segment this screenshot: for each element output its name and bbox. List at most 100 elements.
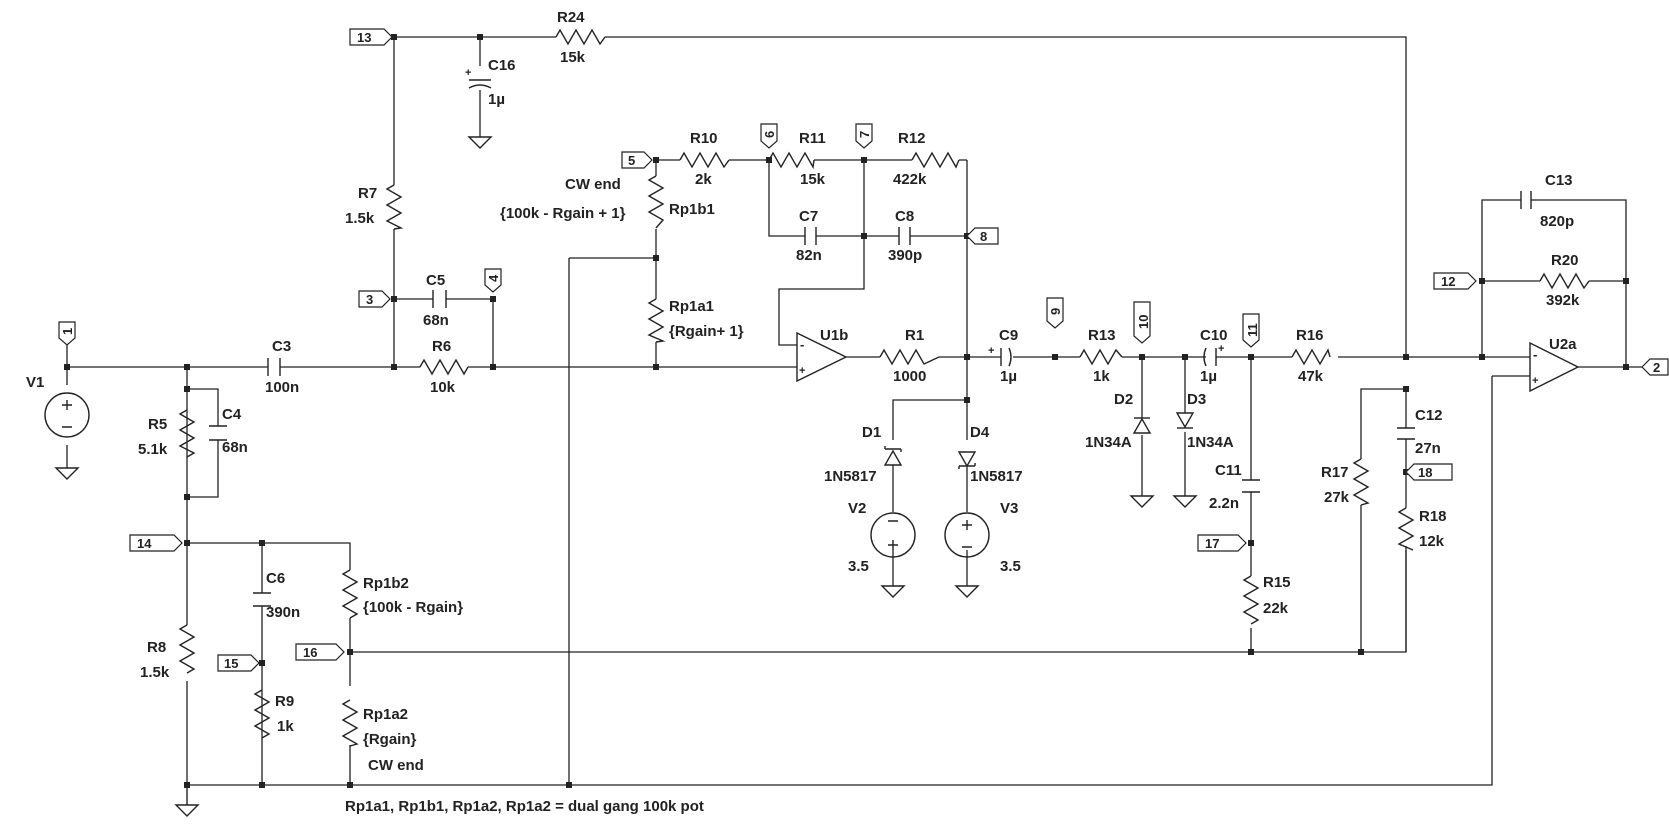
label-r5-name: R5 — [148, 416, 167, 433]
diodes — [883, 412, 1195, 469]
svg-text:18: 18 — [1418, 465, 1432, 480]
node-tag-7: 7 — [855, 123, 873, 149]
diode-d4 — [957, 451, 977, 469]
resistor-r11 — [768, 151, 815, 170]
label-r8-value: 1.5k — [140, 664, 170, 681]
resistor-r1 — [879, 348, 940, 366]
capacitor-c13 — [1520, 191, 1532, 209]
svg-text:-: - — [1533, 347, 1537, 362]
label-c16-name: C16 — [488, 57, 516, 74]
label-r7-value: 1.5k — [345, 210, 375, 227]
label-c12-name: C12 — [1415, 407, 1443, 424]
label-rp1b2-value: {100k - Rgain} — [363, 599, 463, 616]
component-labels: R24 15k C16 1µ R7 1.5k C5 68n R6 10k C3 … — [26, 9, 1580, 774]
node-tag-10: 10 — [1133, 301, 1151, 344]
label-r10-name: R10 — [690, 130, 718, 147]
label-c11-value: 2.2n — [1209, 495, 1239, 512]
label-rp1b1-note: CW end — [565, 176, 621, 193]
node-tag-4: 4 — [484, 268, 502, 293]
label-v2-value: 3.5 — [848, 558, 869, 575]
node-tag-17: 17 — [1197, 534, 1247, 552]
ground-icon — [954, 585, 980, 598]
label-r10-value: 2k — [695, 171, 712, 188]
voltage-source-v2 — [870, 512, 916, 558]
svg-text:7: 7 — [857, 131, 872, 138]
capacitor-c9 — [1000, 347, 1012, 367]
label-rp1a1-name: Rp1a1 — [669, 298, 714, 315]
label-d1-value: 1N5817 — [824, 468, 877, 485]
junctions — [64, 34, 1629, 788]
label-r12-value: 422k — [893, 171, 927, 188]
label-c5-value: 68n — [423, 312, 449, 329]
label-rp1a1-value: {Rgain+ 1} — [669, 323, 744, 340]
resistor-r18 — [1397, 507, 1415, 551]
resistor-r24 — [555, 28, 606, 46]
label-c4-value: 68n — [222, 439, 248, 456]
resistor-r16 — [1291, 348, 1331, 366]
label-r6-name: R6 — [432, 338, 451, 355]
node-tag-5: 5 — [621, 151, 653, 169]
label-c6-name: C6 — [266, 570, 285, 587]
label-r13-name: R13 — [1088, 327, 1116, 344]
resistor-rp1b2 — [341, 569, 359, 619]
label-c3-name: C3 — [272, 338, 291, 355]
capacitor-c16 — [468, 79, 492, 89]
svg-text:8: 8 — [980, 229, 987, 244]
svg-text:6: 6 — [762, 131, 777, 138]
resistor-rp1b1 — [647, 175, 665, 229]
capacitor-c11 — [1242, 479, 1260, 493]
label-r6-value: 10k — [430, 379, 456, 396]
label-r20-value: 392k — [1546, 292, 1580, 309]
svg-text:+: + — [988, 345, 994, 357]
label-r17-name: R17 — [1321, 464, 1349, 481]
label-r11-value: 15k — [800, 171, 826, 188]
label-r11-name: R11 — [799, 130, 826, 147]
label-rp1a2-note: CW end — [368, 757, 424, 774]
label-c10-name: C10 — [1200, 327, 1228, 344]
label-r8-name: R8 — [147, 639, 166, 656]
resistor-r20 — [1539, 272, 1590, 290]
diode-d2 — [1132, 417, 1152, 434]
opamps: - + - + — [796, 331, 1580, 393]
svg-text:+: + — [799, 365, 805, 377]
label-c9-value: 1µ — [1000, 368, 1017, 385]
svg-text:4: 4 — [486, 274, 501, 282]
svg-text:+: + — [1532, 375, 1538, 387]
label-c6-value: 390n — [266, 604, 300, 621]
label-c12-value: 27n — [1415, 440, 1441, 457]
label-c16-value: 1µ — [488, 91, 505, 108]
label-r20-name: R20 — [1551, 252, 1579, 269]
label-d3-name: D3 — [1187, 391, 1206, 408]
capacitor-c10 — [1203, 347, 1217, 367]
node-tag-1: 1 — [58, 321, 76, 346]
label-rp1a2-name: Rp1a2 — [363, 706, 408, 723]
resistor-r5 — [178, 409, 196, 458]
opamp-u2a: - + — [1529, 341, 1580, 393]
wires — [66, 36, 1642, 786]
resistor-r7 — [385, 184, 404, 230]
capacitors: + + + — [209, 67, 1532, 607]
label-r18-name: R18 — [1419, 508, 1447, 525]
opamp-u1b: - + — [796, 331, 848, 383]
resistor-r8 — [178, 624, 196, 674]
resistors — [178, 28, 1590, 747]
node-tag-16: 16 — [295, 643, 345, 661]
svg-text:3: 3 — [366, 292, 373, 307]
voltage-sources — [44, 392, 990, 558]
label-c13-value: 820p — [1540, 213, 1574, 230]
capacitor-c3 — [267, 358, 281, 376]
resistor-r12 — [911, 151, 960, 169]
resistor-r17 — [1352, 458, 1370, 506]
node-tag-12: 12 — [1433, 272, 1477, 290]
ground-icon — [174, 785, 200, 817]
label-c7-name: C7 — [799, 208, 818, 225]
node-tag-2: 2 — [1641, 358, 1669, 376]
label-r5-value: 5.1k — [138, 441, 168, 458]
capacitor-c12 — [1397, 427, 1415, 440]
svg-text:1: 1 — [60, 328, 75, 335]
label-c8-value: 390p — [888, 247, 922, 264]
label-r16-value: 47k — [1298, 368, 1324, 385]
capacitor-c5 — [432, 290, 447, 308]
label-r17-value: 27k — [1324, 489, 1350, 506]
